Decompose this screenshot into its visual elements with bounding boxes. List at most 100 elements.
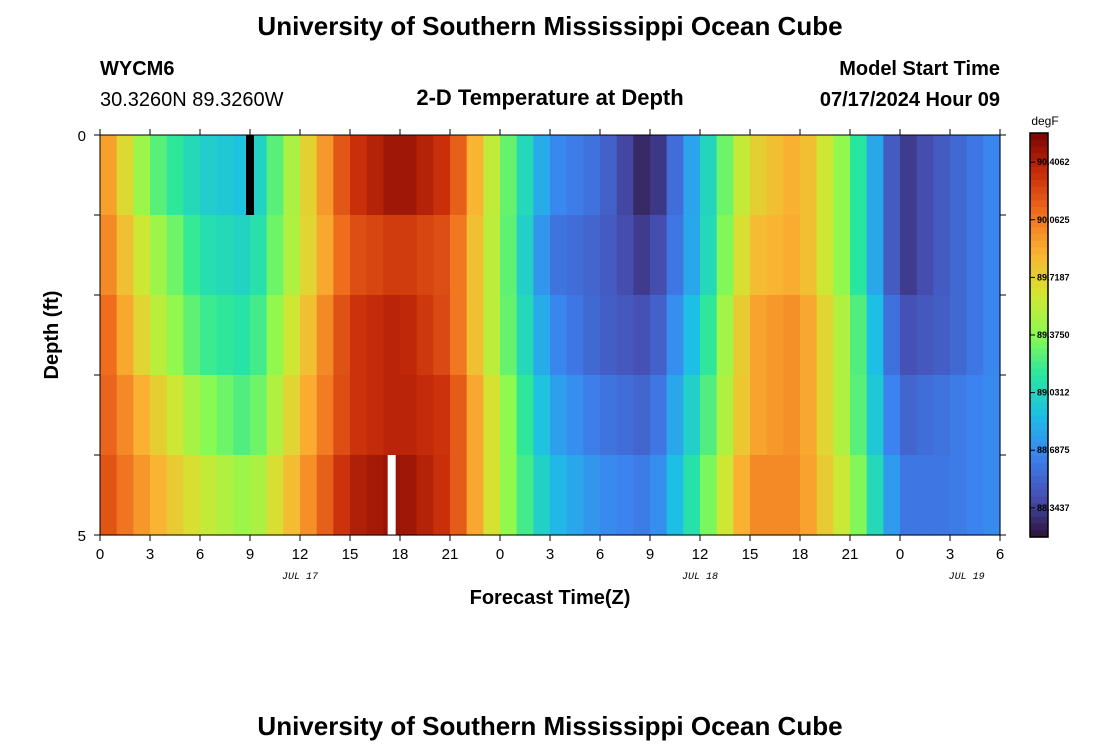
- colorbar-swatch: [1030, 476, 1048, 484]
- heatmap-cell: [833, 455, 851, 536]
- heatmap-cell: [550, 135, 568, 216]
- heatmap-cell: [900, 295, 918, 376]
- heatmap-cell: [400, 295, 418, 376]
- heatmap-cell: [983, 135, 1001, 216]
- heatmap-cell: [450, 215, 468, 296]
- x-tick-label: 18: [792, 546, 809, 563]
- heatmap-cell: [750, 375, 768, 456]
- heatmap-cell: [816, 375, 834, 456]
- heatmap-cell: [783, 135, 801, 216]
- heatmap-cell: [716, 135, 734, 216]
- heatmap-cell: [616, 295, 634, 376]
- heatmap-cell: [483, 135, 501, 216]
- colorbar-swatch: [1030, 186, 1048, 195]
- colorbar-swatch: [1030, 220, 1048, 228]
- colorbar-swatch: [1030, 308, 1048, 316]
- heatmap-cell: [133, 135, 151, 216]
- heatmap-cell: [566, 215, 584, 296]
- heatmap-cell: [983, 375, 1001, 456]
- heatmap-cell: [133, 295, 151, 376]
- day-label: JUL 17: [282, 572, 318, 583]
- heatmap-cell: [466, 215, 484, 296]
- x-tick-label: 0: [496, 546, 504, 563]
- model-start-value: 07/17/2024 Hour 09: [820, 89, 1000, 111]
- heatmap-cell: [966, 135, 984, 216]
- heatmap-cell: [233, 295, 251, 376]
- heatmap-cell: [416, 455, 434, 536]
- heatmap-cell: [200, 295, 218, 376]
- x-tick-label: 6: [996, 546, 1004, 563]
- heatmap-cell: [300, 215, 318, 296]
- heatmap-cell: [550, 215, 568, 296]
- missing-cell: [387, 455, 396, 535]
- colorbar-swatch: [1030, 294, 1048, 302]
- colorbar-swatch: [1030, 382, 1048, 390]
- heatmap-cell: [550, 455, 568, 536]
- heatmap-cell: [333, 375, 351, 456]
- heatmap-cell: [883, 295, 901, 376]
- heatmap-cell: [283, 375, 301, 456]
- y-tick-label: 5: [78, 528, 86, 545]
- heatmap-cell: [516, 375, 534, 456]
- x-tick-label: 0: [96, 546, 104, 563]
- heatmap-cell: [933, 375, 951, 456]
- heatmap-cell: [600, 135, 618, 216]
- heatmap-cell: [600, 375, 618, 456]
- heatmap-cell: [133, 455, 151, 536]
- colorbar-swatch: [1030, 234, 1048, 242]
- heatmap-cell: [133, 215, 151, 296]
- colorbar-swatch: [1030, 516, 1048, 525]
- heatmap-cell: [283, 135, 301, 216]
- colorbar-swatch: [1030, 267, 1048, 275]
- colorbar-swatch: [1030, 139, 1048, 148]
- x-axis: 0 3 6 9 12 15 18 21 0 3 6 9 12 15 18 21 0 3 6 JUL 17 JUL 18 J…: [96, 129, 1004, 583]
- y-tick-label: 0: [78, 128, 86, 145]
- heatmap-cell: [216, 375, 234, 456]
- heatmap-cell: [116, 375, 134, 456]
- heatmap-cell: [800, 215, 818, 296]
- heatmap-cell: [333, 215, 351, 296]
- colorbar-swatch: [1030, 496, 1048, 504]
- heatmap-cell: [100, 455, 118, 536]
- heatmap-cell: [683, 135, 701, 216]
- heatmap-cell: [183, 375, 201, 456]
- heatmap-cell: [166, 215, 184, 296]
- heatmap-cell: [516, 135, 534, 216]
- heatmap-cell: [583, 295, 601, 376]
- heatmap-cell: [716, 455, 734, 536]
- heatmap-cell: [850, 375, 868, 456]
- colorbar-swatch: [1030, 409, 1048, 417]
- heatmap-cell: [500, 295, 518, 376]
- colorbar-swatch: [1030, 328, 1048, 336]
- colorbar-swatch: [1030, 153, 1048, 161]
- heatmap-cell: [433, 295, 451, 376]
- heatmap-cell: [666, 135, 684, 216]
- x-tick-label: 6: [196, 546, 204, 563]
- colorbar-tick-label: 89.0312: [1037, 388, 1070, 398]
- heatmap-cell: [566, 375, 584, 456]
- colorbar-unit: degF: [1031, 114, 1058, 128]
- colorbar-swatch: [1030, 247, 1048, 255]
- heatmap-cell: [850, 295, 868, 376]
- heatmap-cell: [283, 295, 301, 376]
- x-tick-label: 3: [946, 546, 954, 563]
- heatmap-cell: [116, 455, 134, 536]
- heatmap-cell: [966, 295, 984, 376]
- heatmap-cell: [533, 375, 551, 456]
- heatmap-cell: [150, 375, 168, 456]
- colorbar-swatch: [1030, 166, 1048, 174]
- colorbar-swatch: [1030, 173, 1048, 181]
- heatmap-cell: [783, 295, 801, 376]
- colorbar-swatch: [1030, 415, 1048, 424]
- heatmap-cell: [366, 295, 384, 376]
- heatmap-cell: [633, 295, 651, 376]
- heatmap-cell: [616, 135, 634, 216]
- heatmap-cell: [700, 295, 718, 376]
- heatmap-cell: [483, 375, 501, 456]
- heatmap-cell: [933, 135, 951, 216]
- colorbar-swatch: [1030, 200, 1048, 208]
- heatmap-cell: [866, 375, 884, 456]
- x-tick-label: 15: [742, 546, 759, 563]
- heatmap-cell: [533, 215, 551, 296]
- x-tick-label: 6: [596, 546, 604, 563]
